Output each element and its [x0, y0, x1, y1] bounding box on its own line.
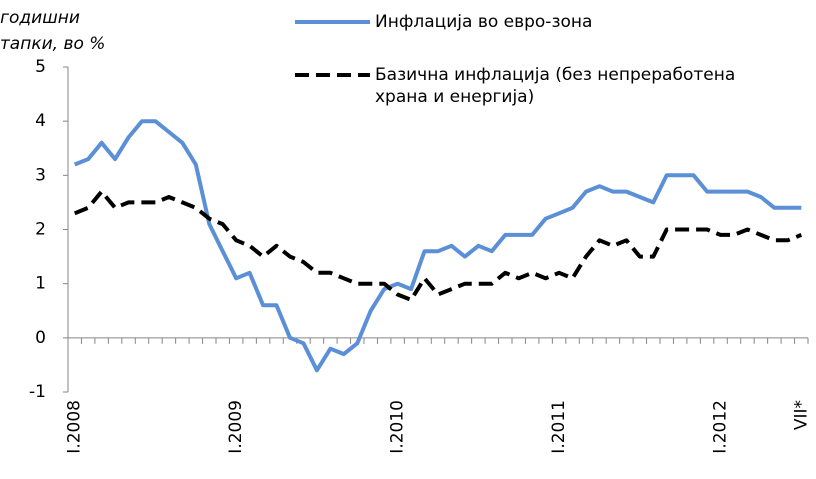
y-axis-title: годишни — [0, 8, 80, 28]
x-tick-label: I.2008 — [65, 400, 85, 454]
legend-label: Инфлација во евро-зона — [375, 12, 593, 32]
y-tick-label: -1 — [29, 382, 46, 402]
x-tick-label: I.2011 — [549, 400, 569, 454]
y-tick-label: 1 — [35, 274, 46, 294]
legend-label: Базична инфлација (без непреработена хра… — [375, 65, 736, 107]
x-tick-label: I.2009 — [226, 400, 246, 454]
x-tick-label: VII* — [791, 400, 811, 430]
y-tick-label: 3 — [35, 165, 46, 185]
series-line — [73, 189, 803, 302]
series-line — [73, 119, 802, 373]
y-tick-label: 4 — [35, 111, 46, 131]
y-tick-label: 2 — [35, 220, 46, 240]
y-tick-label: 0 — [35, 328, 46, 348]
x-tick-label: I.2010 — [388, 400, 408, 454]
y-tick-label: 5 — [35, 57, 46, 77]
x-tick-label: I.2012 — [711, 400, 731, 454]
y-axis-title: стапки, во % — [0, 34, 105, 54]
